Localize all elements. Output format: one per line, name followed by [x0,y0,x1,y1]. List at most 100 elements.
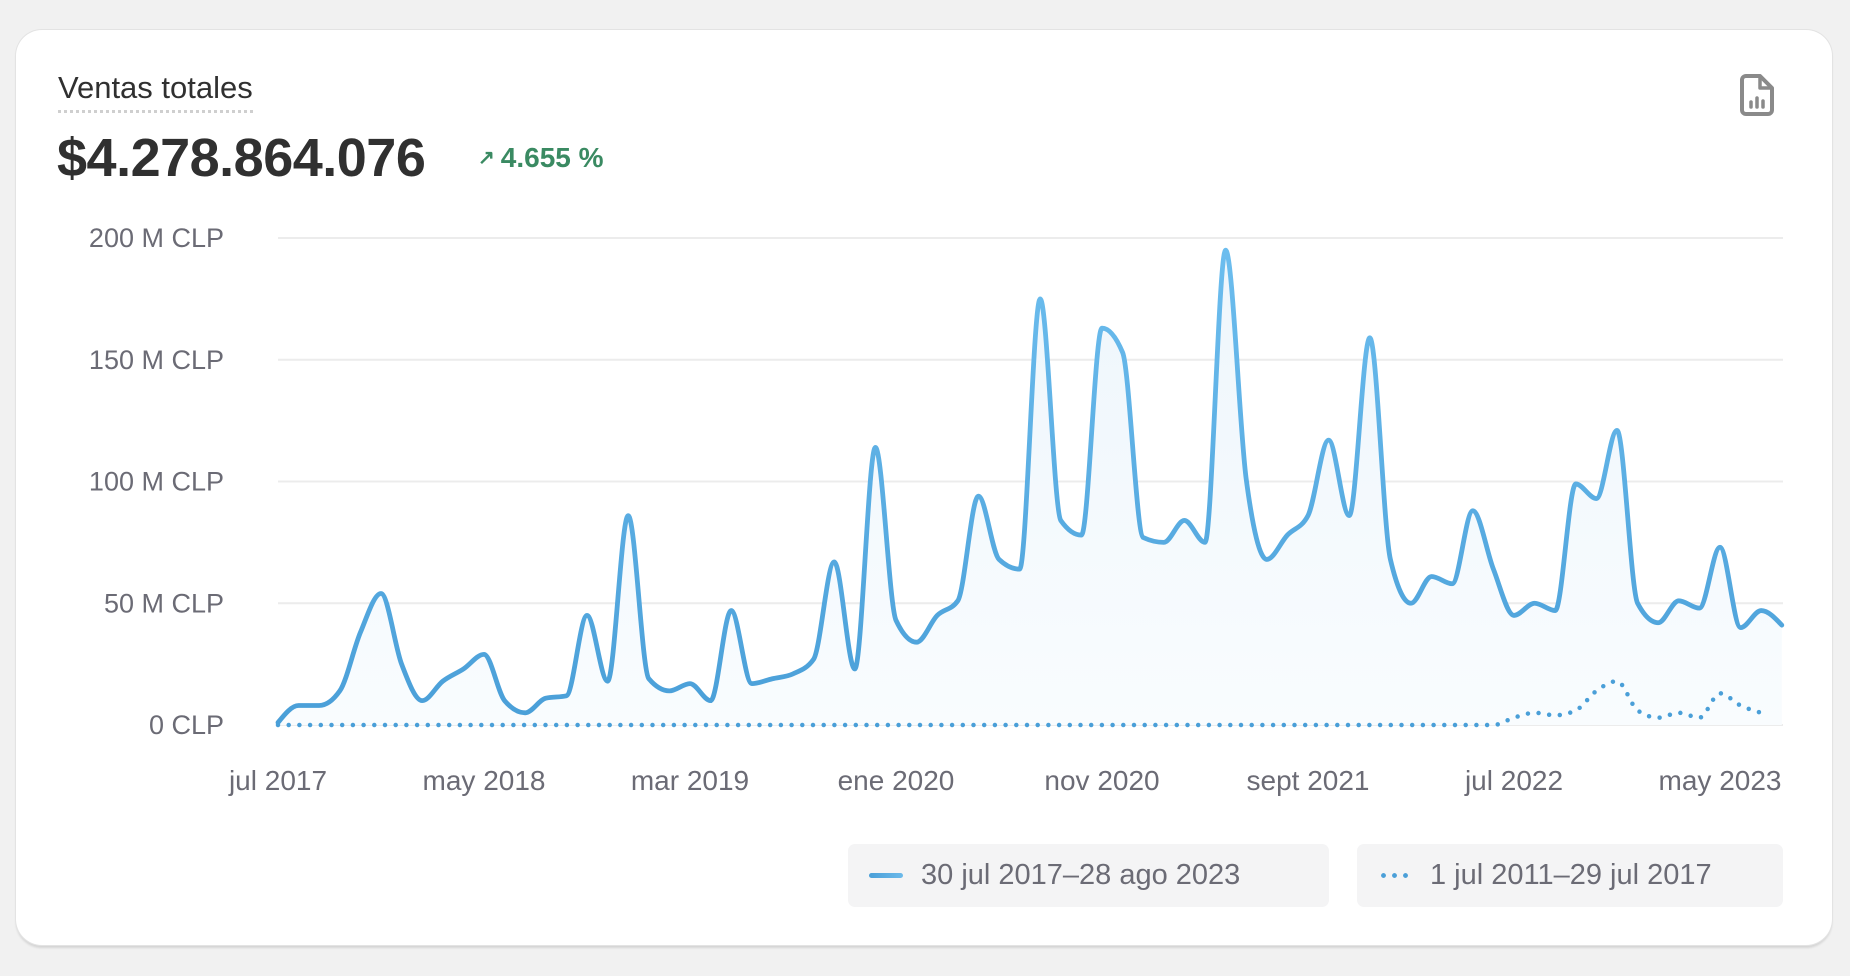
current-period-point[interactable] [313,700,325,712]
comparison-period-point[interactable] [1675,709,1683,717]
current-period-point[interactable] [1529,597,1541,609]
current-period-point[interactable] [540,692,552,704]
comparison-period-point[interactable] [315,721,323,729]
current-period-point[interactable] [354,626,366,638]
comparison-period-point[interactable] [1077,721,1085,729]
current-period-point[interactable] [1281,529,1293,541]
comparison-period-point[interactable] [1386,721,1394,729]
current-period-point[interactable] [952,595,964,607]
comparison-period-point[interactable] [1160,721,1168,729]
current-period-point[interactable] [1611,424,1623,436]
comparison-period-point[interactable] [1016,721,1024,729]
current-period-point[interactable] [1735,622,1747,634]
comparison-period-point[interactable] [665,721,673,729]
current-period-point[interactable] [1755,605,1767,617]
current-period-point[interactable] [581,609,593,621]
current-period-point[interactable] [1261,553,1273,565]
current-period-point[interactable] [519,707,531,719]
card-title[interactable]: Ventas totales [58,70,253,113]
current-period-point[interactable] [1570,478,1582,490]
current-period-point[interactable] [725,605,737,617]
comparison-period-point[interactable] [521,721,529,729]
current-period-point[interactable] [1446,578,1458,590]
comparison-period-point[interactable] [1345,721,1353,729]
current-period-point[interactable] [1199,536,1211,548]
comparison-period-point[interactable] [583,721,591,729]
current-period-point[interactable] [437,675,449,687]
comparison-period-point[interactable] [418,721,426,729]
comparison-period-point[interactable] [1242,721,1250,729]
comparison-period-point[interactable] [1551,711,1559,719]
comparison-period-point[interactable] [439,721,447,729]
comparison-period-point[interactable] [974,721,982,729]
comparison-period-point[interactable] [336,721,344,729]
comparison-period-point[interactable] [1716,689,1724,697]
current-period-point[interactable] [1240,473,1252,485]
comparison-period-point[interactable] [562,721,570,729]
current-period-point[interactable] [1652,617,1664,629]
current-period-point[interactable] [622,510,634,522]
comparison-period-point[interactable] [542,721,550,729]
comparison-period-point[interactable] [1654,714,1662,722]
comparison-period-point[interactable] [830,721,838,729]
comparison-period-point[interactable] [1592,687,1600,695]
current-period-point[interactable] [808,653,820,665]
current-period-point[interactable] [1632,597,1644,609]
comparison-period-point[interactable] [1263,721,1271,729]
comparison-period-point[interactable] [1119,721,1127,729]
current-period-point[interactable] [911,636,923,648]
current-period-point[interactable] [684,678,696,690]
comparison-period-point[interactable] [1510,714,1518,722]
comparison-period-point[interactable] [1531,709,1539,717]
current-period-point[interactable] [1590,493,1602,505]
comparison-period-point[interactable] [1428,721,1436,729]
comparison-period-point[interactable] [1695,714,1703,722]
current-period-point[interactable] [457,663,469,675]
comparison-period-point[interactable] [1201,721,1209,729]
current-period-point[interactable] [1384,553,1396,565]
comparison-period-point[interactable] [356,721,364,729]
current-period-point[interactable] [1096,322,1108,334]
current-period-point[interactable] [1014,563,1026,575]
comparison-period-point[interactable] [1613,677,1621,685]
comparison-period-point[interactable] [274,721,282,729]
comparison-period-point[interactable] [1283,721,1291,729]
comparison-period-point[interactable] [1366,721,1374,729]
comparison-period-point[interactable] [1737,702,1745,710]
current-period-point[interactable] [993,553,1005,565]
comparison-period-point[interactable] [1448,721,1456,729]
comparison-period-point[interactable] [1222,721,1230,729]
current-period-point[interactable] [1302,510,1314,522]
current-period-point[interactable] [766,673,778,685]
current-period-point[interactable] [663,685,675,697]
comparison-period-point[interactable] [789,721,797,729]
comparison-period-point[interactable] [377,721,385,729]
current-period-point[interactable] [499,695,511,707]
current-period-point[interactable] [1364,332,1376,344]
current-period-point[interactable] [1714,541,1726,553]
current-period-point[interactable] [746,678,758,690]
current-period-point[interactable] [849,663,861,675]
current-period-point[interactable] [1220,244,1232,256]
current-period-point[interactable] [972,490,984,502]
comparison-period-point[interactable] [1469,721,1477,729]
comparison-period-point[interactable] [459,721,467,729]
current-period-point[interactable] [416,695,428,707]
current-period-point[interactable] [1075,529,1087,541]
current-period-point[interactable] [1405,597,1417,609]
current-period-point[interactable] [643,673,655,685]
current-period-point[interactable] [828,556,840,568]
comparison-period-point[interactable] [1139,721,1147,729]
current-period-point[interactable] [1693,602,1705,614]
current-period-point[interactable] [1426,570,1438,582]
comparison-period-point[interactable] [954,721,962,729]
comparison-period-point[interactable] [851,721,859,729]
current-period-point[interactable] [890,614,902,626]
comparison-period-point[interactable] [1325,721,1333,729]
comparison-period-point[interactable] [748,721,756,729]
comparison-period-point[interactable] [810,721,818,729]
current-period-point[interactable] [396,658,408,670]
current-period-point[interactable] [1055,514,1067,526]
current-period-point[interactable] [1323,434,1335,446]
comparison-period-point[interactable] [1057,721,1065,729]
